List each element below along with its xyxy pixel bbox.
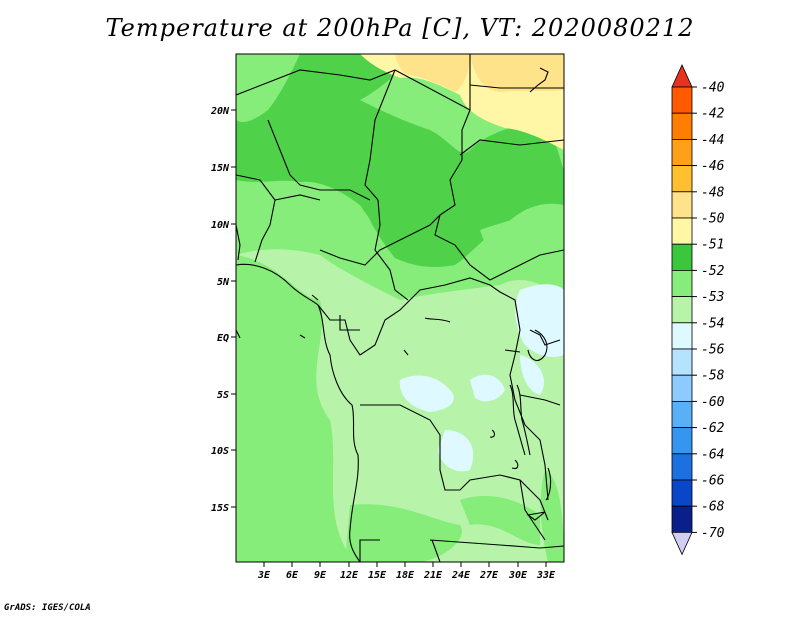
colorbar-swatch (671, 86, 693, 114)
colorbar-label: -56 (701, 343, 725, 358)
field-cyan-lakes (520, 355, 544, 395)
colorbar-label: -64 (701, 447, 724, 462)
colorbar-swatch (671, 505, 693, 533)
field-tan-yellow-east (470, 54, 564, 92)
lon-label: 12E (340, 570, 359, 581)
lat-labels: 20N 15N 10N 5N EQ 5S 10S 15S (210, 106, 230, 514)
map-frame (235, 53, 565, 563)
colorbar-label: -40 (701, 81, 725, 96)
lon-label: 33E (536, 570, 556, 581)
colorbar-swatch (671, 191, 693, 219)
country-borders (236, 54, 564, 562)
field-cyan-center-east (470, 374, 505, 402)
field-mid-green (236, 54, 564, 268)
colorbar-label: -60 (701, 395, 725, 410)
colorbar-swatch (671, 400, 693, 428)
colorbar-label: -66 (701, 474, 725, 489)
colorbar-swatch (671, 138, 693, 166)
colorbar-label: -46 (701, 159, 725, 174)
colorbar-label: -62 (701, 421, 725, 436)
colorbar-label: -70 (701, 526, 725, 541)
colorbar-swatch (671, 296, 693, 324)
field-cyan-central (399, 375, 454, 412)
lat-ticks (231, 109, 236, 508)
lat-label: EQ (217, 333, 229, 344)
colorbar-label: -50 (701, 212, 725, 227)
colorbar-swatch (671, 453, 693, 481)
grads-credit: GrADS: IGES/COLA (4, 603, 91, 613)
lon-label: 24E (451, 570, 471, 581)
colorbar-label: -53 (701, 290, 724, 305)
colorbar: -40 -42 -44 -46 -48 -50 -51 -52 -53 -54 -56 -58 -60 -… (671, 64, 725, 556)
colorbar-swatch (671, 348, 693, 376)
lon-label: 9E (314, 570, 327, 581)
colorbar-label: -48 (701, 185, 725, 200)
colorbar-label: -54 (701, 316, 724, 331)
lon-label: 3E (257, 570, 271, 581)
colorbar-swatch (671, 112, 693, 140)
colorbar-swatch (671, 243, 693, 271)
field-southeast-light-green (460, 495, 540, 545)
lat-label: 10S (211, 446, 229, 457)
colorbar-swatch (671, 322, 693, 350)
field-west-light-green (236, 255, 355, 562)
lon-ticks (263, 562, 547, 567)
field-east-light-green (540, 470, 564, 562)
lon-labels: 3E 6E 9E 12E 15E 18E 21E 24E 27E 30E 33E (257, 570, 556, 581)
chart-title: Temperature at 200hPa [C], VT: 202008021… (105, 14, 695, 42)
lat-label: 5S (217, 390, 229, 401)
colorbar-label: -52 (701, 264, 725, 279)
lon-label: 21E (423, 570, 443, 581)
lat-label: 10N (211, 220, 230, 231)
lon-label: 18E (396, 570, 415, 581)
colorbar-swatch (671, 269, 693, 297)
colorbar-swatch (671, 165, 693, 193)
colorbar-label: -68 (701, 500, 725, 515)
lon-label: 30E (508, 570, 528, 581)
lat-label: 20N (210, 106, 230, 117)
colorbar-label: -51 (701, 238, 724, 253)
field-tan-yellow-west (395, 54, 470, 92)
colorbar-label: -58 (701, 369, 725, 384)
colorbar-label: -42 (701, 107, 725, 122)
lat-label: 5N (217, 277, 230, 288)
field-northwest-light-green (236, 54, 300, 122)
colorbar-top-arrow (671, 64, 693, 88)
lon-label: 27E (479, 570, 499, 581)
colorbar-label: -44 (701, 133, 724, 148)
colorbar-swatch (671, 427, 693, 455)
colorbar-swatch (671, 374, 693, 402)
lat-label: 15N (211, 163, 230, 174)
field-cyan-east (515, 284, 564, 357)
temperature-field (236, 54, 564, 562)
colorbar-swatch (671, 479, 693, 507)
lon-label: 15E (368, 570, 387, 581)
colorbar-bottom-arrow (671, 532, 693, 556)
field-south-light-green (345, 504, 462, 562)
lon-label: 6E (286, 570, 299, 581)
field-cyan-south (438, 430, 474, 472)
colorbar-swatch (671, 217, 693, 245)
lat-label: 15S (211, 503, 229, 514)
